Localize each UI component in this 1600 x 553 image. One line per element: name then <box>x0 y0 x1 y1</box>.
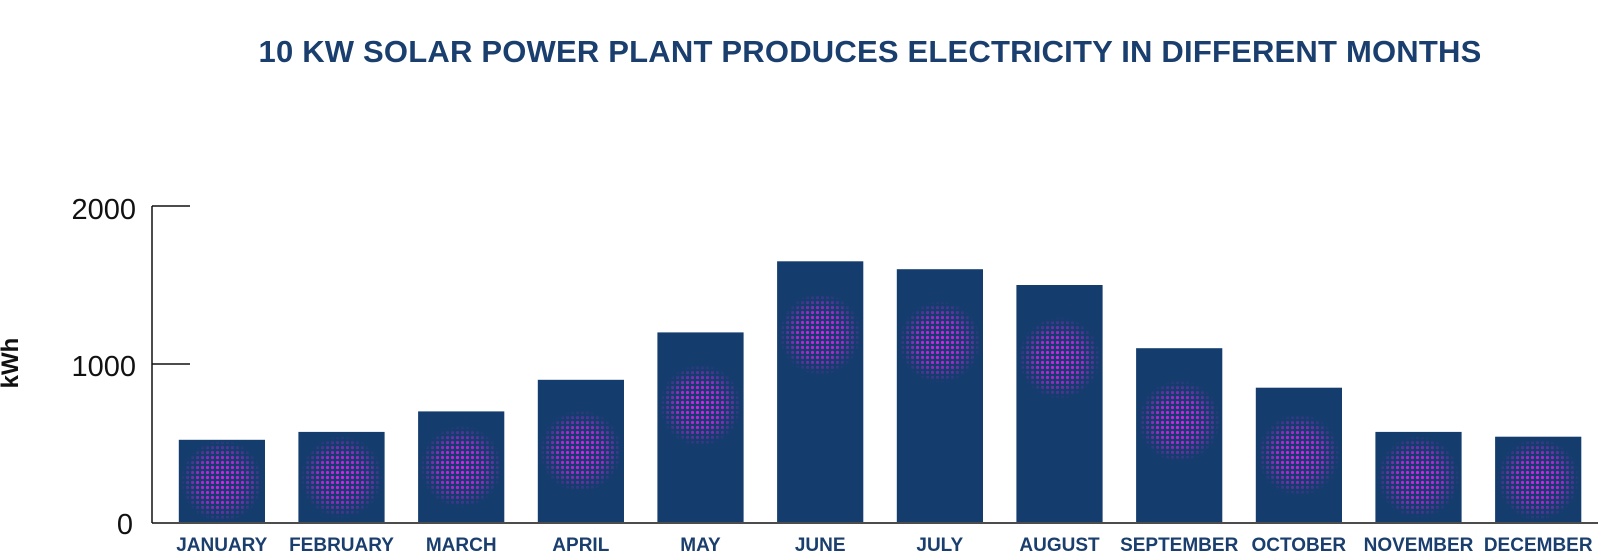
bars-group <box>178 261 1582 522</box>
x-category-label-july: JULY <box>916 535 963 553</box>
x-category-label-march: MARCH <box>426 535 497 553</box>
bar-glow-december <box>1497 438 1580 521</box>
x-category-label-june: JUNE <box>795 535 846 553</box>
x-category-label-april: APRIL <box>552 535 609 553</box>
bar-glow-february <box>300 436 383 518</box>
bar-glow-november <box>1377 436 1460 518</box>
y-tick-label-2000: 2000 <box>71 194 136 226</box>
x-category-label-january: JANUARY <box>176 535 267 553</box>
x-category-label-february: FEBRUARY <box>289 535 394 553</box>
bar-glow-may <box>659 364 742 447</box>
y-tick-labels: 2000 1000 0 <box>71 194 136 541</box>
x-category-label-may: MAY <box>680 535 721 553</box>
x-category-label-december: DECEMBER <box>1484 535 1593 553</box>
x-category-label-september: SEPTEMBER <box>1120 535 1239 553</box>
y-tick-label-1000: 1000 <box>71 351 136 383</box>
bar-glow-august <box>1018 316 1101 399</box>
bar-glow-october <box>1257 413 1340 496</box>
x-category-labels: JANUARY FEBRUARY MARCH APRIL MAY JUNE JULY AUGU… <box>176 535 1593 553</box>
x-category-label-november: NOVEMBER <box>1364 535 1474 553</box>
x-category-label-august: AUGUST <box>1019 535 1100 553</box>
bar-glow-april <box>539 409 622 492</box>
bar-glow-june <box>779 293 862 376</box>
axes <box>151 205 1598 524</box>
y-tick-label-0: 0 <box>117 509 133 541</box>
bar-glow-january <box>180 439 263 522</box>
chart-title: 10 KW SOLAR POWER PLANT PRODUCES ELECTRI… <box>258 34 1482 69</box>
bar-glow-march <box>420 425 503 508</box>
bar-glow-july <box>898 301 981 383</box>
y-axis-title: kWh <box>0 338 24 389</box>
bar-glow-september <box>1138 380 1221 462</box>
x-category-label-october: OCTOBER <box>1251 535 1346 553</box>
